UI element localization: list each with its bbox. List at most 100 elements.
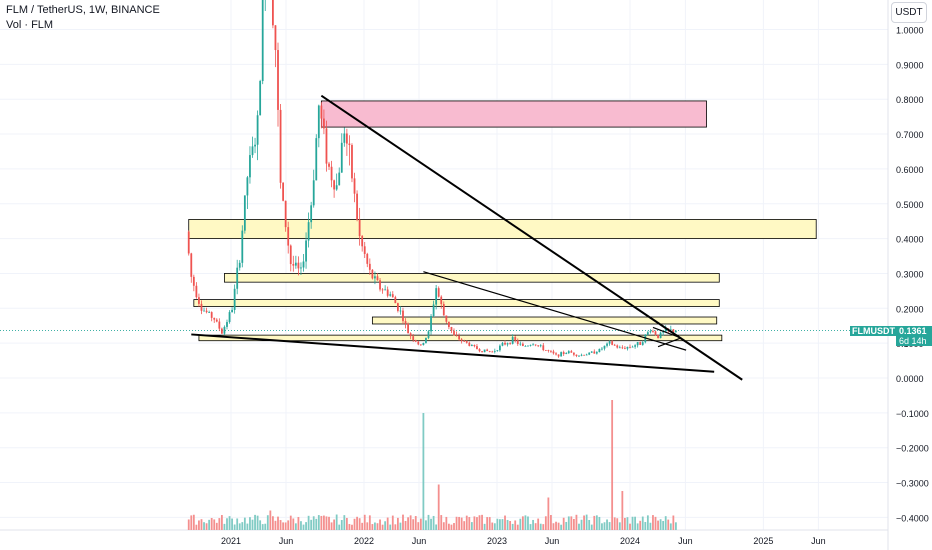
volume-bar [238, 523, 241, 530]
candle-body [468, 342, 471, 346]
candle-body [236, 267, 239, 289]
trendline [320, 94, 743, 381]
volume-bar [320, 515, 323, 530]
volume-bar [608, 522, 611, 530]
candle-body [476, 346, 478, 350]
candle-body [358, 219, 361, 237]
candle-body [488, 351, 491, 352]
x-tick-label: Jun [279, 536, 294, 546]
candle-body [394, 297, 397, 304]
candle-body [532, 344, 534, 346]
candle-body [537, 345, 540, 347]
volume-bar [190, 515, 193, 530]
candle-body [641, 342, 644, 345]
volume-bar [274, 520, 277, 530]
y-tick-label: −0.3000 [896, 479, 929, 489]
candle-body [381, 289, 384, 291]
candle-body [272, 0, 274, 26]
candle-body [544, 350, 547, 351]
candle-body [289, 245, 292, 265]
volume-bar [297, 516, 300, 530]
x-tick-label: 2022 [354, 536, 374, 546]
x-tick-label: Jun [412, 536, 427, 546]
volume-bar [547, 497, 550, 530]
volume-bar [585, 514, 588, 530]
candle-body [205, 310, 208, 313]
volume-bar [192, 514, 195, 530]
volume-bar [254, 514, 256, 530]
volume-bar [567, 516, 570, 530]
candle-body [626, 346, 629, 349]
candle-body [481, 351, 483, 353]
volume-bar [315, 518, 318, 530]
volume-bar [623, 517, 626, 530]
volume-bar [396, 517, 399, 530]
volume-bar [669, 523, 672, 530]
candle-body [567, 351, 570, 354]
candle-body [455, 335, 458, 337]
price-axis[interactable]: 1.0000 0.9000 0.8000 0.7000 0.6000 0.5000 0.40… [896, 26, 929, 524]
candle-body [496, 350, 499, 352]
volume-bar [565, 521, 568, 530]
x-tick-label: 2023 [487, 536, 507, 546]
symbol-title[interactable]: FLM / TetherUS, 1W, BINANCE [6, 4, 160, 16]
time-axis[interactable]: 2021 Jun 2022 Jun 2023 Jun 2024 Jun 2025 Jun [221, 536, 826, 546]
volume-bars [187, 400, 677, 530]
volume-bar [399, 522, 402, 530]
candle-body [506, 343, 509, 345]
volume-bar [562, 517, 565, 530]
candle-body [432, 304, 435, 317]
candle-body [402, 310, 404, 322]
volume-bar [427, 514, 430, 530]
candle-body [198, 297, 200, 304]
volume-bar [272, 516, 274, 530]
y-tick-label: 0.7000 [896, 130, 924, 140]
volume-bar [228, 516, 231, 530]
volume-bar [205, 523, 208, 530]
volume-bar [465, 515, 468, 530]
volume-bar [636, 523, 639, 530]
candle-body [547, 350, 550, 351]
candle-body [578, 355, 580, 357]
candle-body [231, 309, 233, 313]
candle-body [662, 331, 665, 333]
candle-body [580, 354, 583, 356]
volume-bar [516, 524, 519, 530]
volume-bar [593, 515, 596, 530]
volume-bar [631, 516, 634, 530]
candle-body [437, 288, 440, 297]
candle-body [208, 312, 211, 313]
volume-bar [478, 515, 481, 530]
volume-bar [588, 519, 591, 530]
candle-body [659, 332, 662, 339]
candle-body [297, 262, 300, 269]
volume-bar [294, 523, 297, 530]
currency-button[interactable]: USDT [891, 2, 927, 23]
volume-bar [312, 516, 315, 530]
volume-bar [445, 516, 448, 530]
candle-body [616, 345, 619, 348]
candle-body [330, 166, 333, 181]
candle-body [649, 331, 652, 333]
candle-body [220, 328, 223, 334]
candle-body [440, 296, 443, 305]
volume-bar [317, 515, 320, 530]
candle-body [557, 354, 560, 357]
candle-body [516, 340, 519, 344]
candle-body [389, 294, 392, 296]
volume-indicator-label[interactable]: Vol · FLM [6, 19, 54, 31]
volume-bar [259, 520, 262, 530]
volume-bar [470, 522, 473, 530]
volume-bar [634, 516, 637, 530]
candle-body [368, 263, 371, 270]
volume-bar [381, 524, 384, 530]
candle-body [351, 145, 353, 179]
volume-bar [389, 524, 392, 530]
volume-bar [414, 516, 417, 530]
candle-body [379, 280, 381, 290]
candle-body [575, 354, 578, 356]
zone-box [188, 219, 817, 239]
y-tick-label: 0.9000 [896, 60, 924, 70]
candle-body [325, 128, 328, 164]
